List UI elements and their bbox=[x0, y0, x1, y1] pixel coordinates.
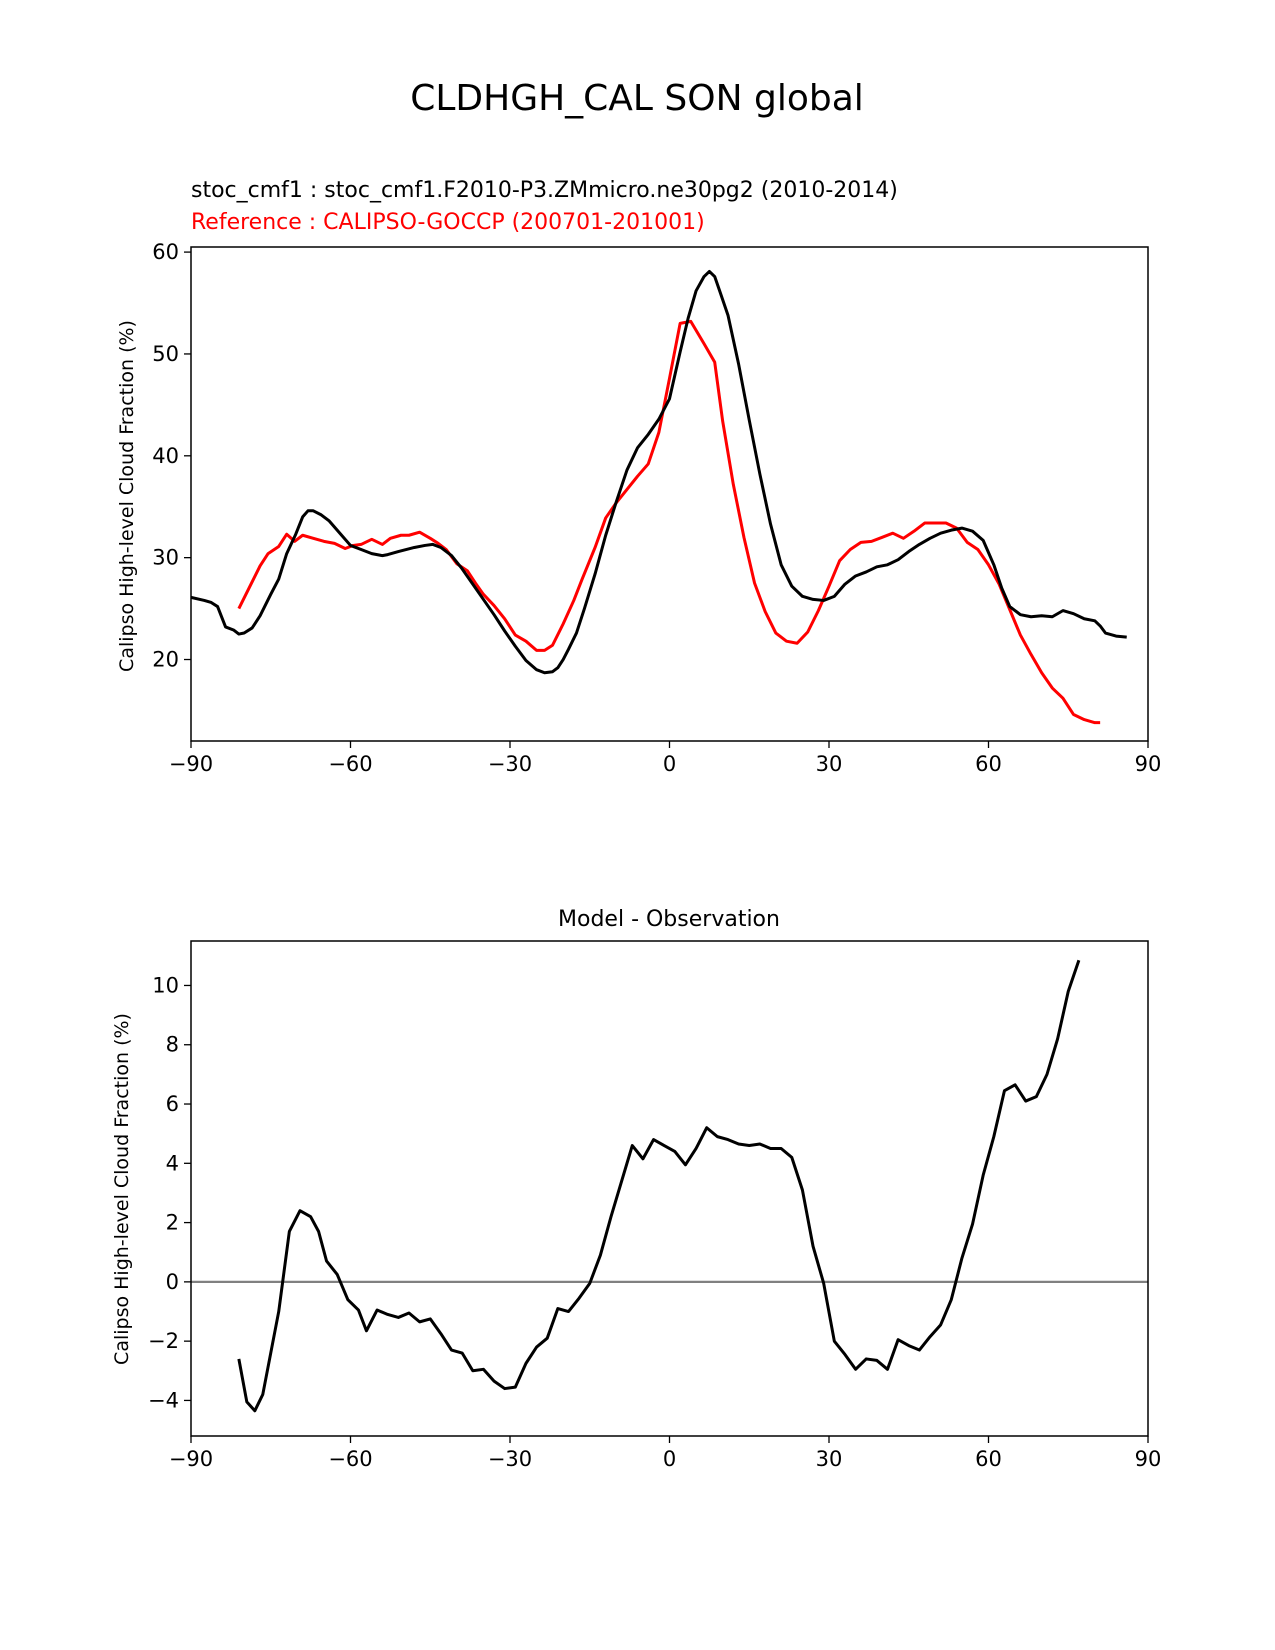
bottom-x-tick-label: 0 bbox=[663, 1447, 676, 1471]
top-y-tick-label: 40 bbox=[152, 444, 179, 468]
bottom-x-tick-label: 90 bbox=[1135, 1447, 1162, 1471]
top-y-tick-label: 60 bbox=[152, 240, 179, 264]
difference-title: Model - Observation bbox=[558, 907, 780, 932]
bottom-x-tick-label: −30 bbox=[488, 1447, 532, 1471]
top-axes-frame bbox=[190, 246, 1149, 742]
top-series-layer bbox=[190, 269, 1127, 725]
top-x-tick-label: −60 bbox=[328, 752, 372, 776]
bottom-x-tick-label: −90 bbox=[169, 1447, 213, 1471]
top-x-tick-label: 90 bbox=[1135, 752, 1162, 776]
reference-title: Reference : CALIPSO-GOCCP (200701-201001… bbox=[191, 210, 705, 235]
test-series-line bbox=[190, 269, 1127, 675]
top-y-tick-label: 20 bbox=[152, 648, 179, 672]
bottom-y-tick-label: 10 bbox=[152, 973, 179, 997]
bottom-x-tick-label: 60 bbox=[975, 1447, 1002, 1471]
top-y-tick-label: 30 bbox=[152, 546, 179, 570]
difference-series-line bbox=[237, 959, 1081, 1413]
top-x-tick-label: 60 bbox=[975, 752, 1002, 776]
top-x-tick-label: 0 bbox=[663, 752, 676, 776]
top-y-tick-label: 50 bbox=[152, 342, 179, 366]
top-y-axis-label: Calipso High-level Cloud Fraction (%) bbox=[116, 320, 138, 672]
top-x-tick-label: 30 bbox=[816, 752, 843, 776]
bottom-x-tick-label: 30 bbox=[816, 1447, 843, 1471]
bottom-y-tick-label: 0 bbox=[166, 1270, 179, 1294]
bottom-y-tick-label: 6 bbox=[166, 1092, 179, 1116]
test-case-title: stoc_cmf1 : stoc_cmf1.F2010-P3.ZMmicro.n… bbox=[191, 178, 898, 203]
bottom-panel: Model - Observation Calipso High-level C… bbox=[111, 907, 1161, 1471]
top-panel: stoc_cmf1 : stoc_cmf1.F2010-P3.ZMmicro.n… bbox=[116, 178, 1161, 776]
top-x-tick-label: −90 bbox=[169, 752, 213, 776]
bottom-y-tick-label: 2 bbox=[166, 1211, 179, 1235]
figure-title: CLDHGH_CAL SON global bbox=[410, 78, 864, 119]
bottom-y-tick-label: −4 bbox=[148, 1388, 179, 1412]
bottom-series-layer bbox=[191, 959, 1148, 1413]
bottom-y-axis-label: Calipso High-level Cloud Fraction (%) bbox=[111, 1013, 133, 1365]
bottom-axes-frame bbox=[190, 940, 1149, 1437]
bottom-y-tick-label: 4 bbox=[166, 1151, 179, 1175]
bottom-y-tick-label: 8 bbox=[166, 1033, 179, 1057]
top-tick-layer: −90 −60 −30 0 30 60 90 20 30 40 50 60 bbox=[152, 240, 1161, 776]
bottom-x-tick-label: −60 bbox=[328, 1447, 372, 1471]
reference-series-line bbox=[237, 319, 1101, 725]
top-x-tick-label: −30 bbox=[488, 752, 532, 776]
bottom-tick-layer: −90 −60 −30 0 30 60 90 −4 −2 0 2 4 6 8 10 bbox=[148, 973, 1161, 1471]
bottom-y-tick-label: −2 bbox=[148, 1329, 179, 1353]
